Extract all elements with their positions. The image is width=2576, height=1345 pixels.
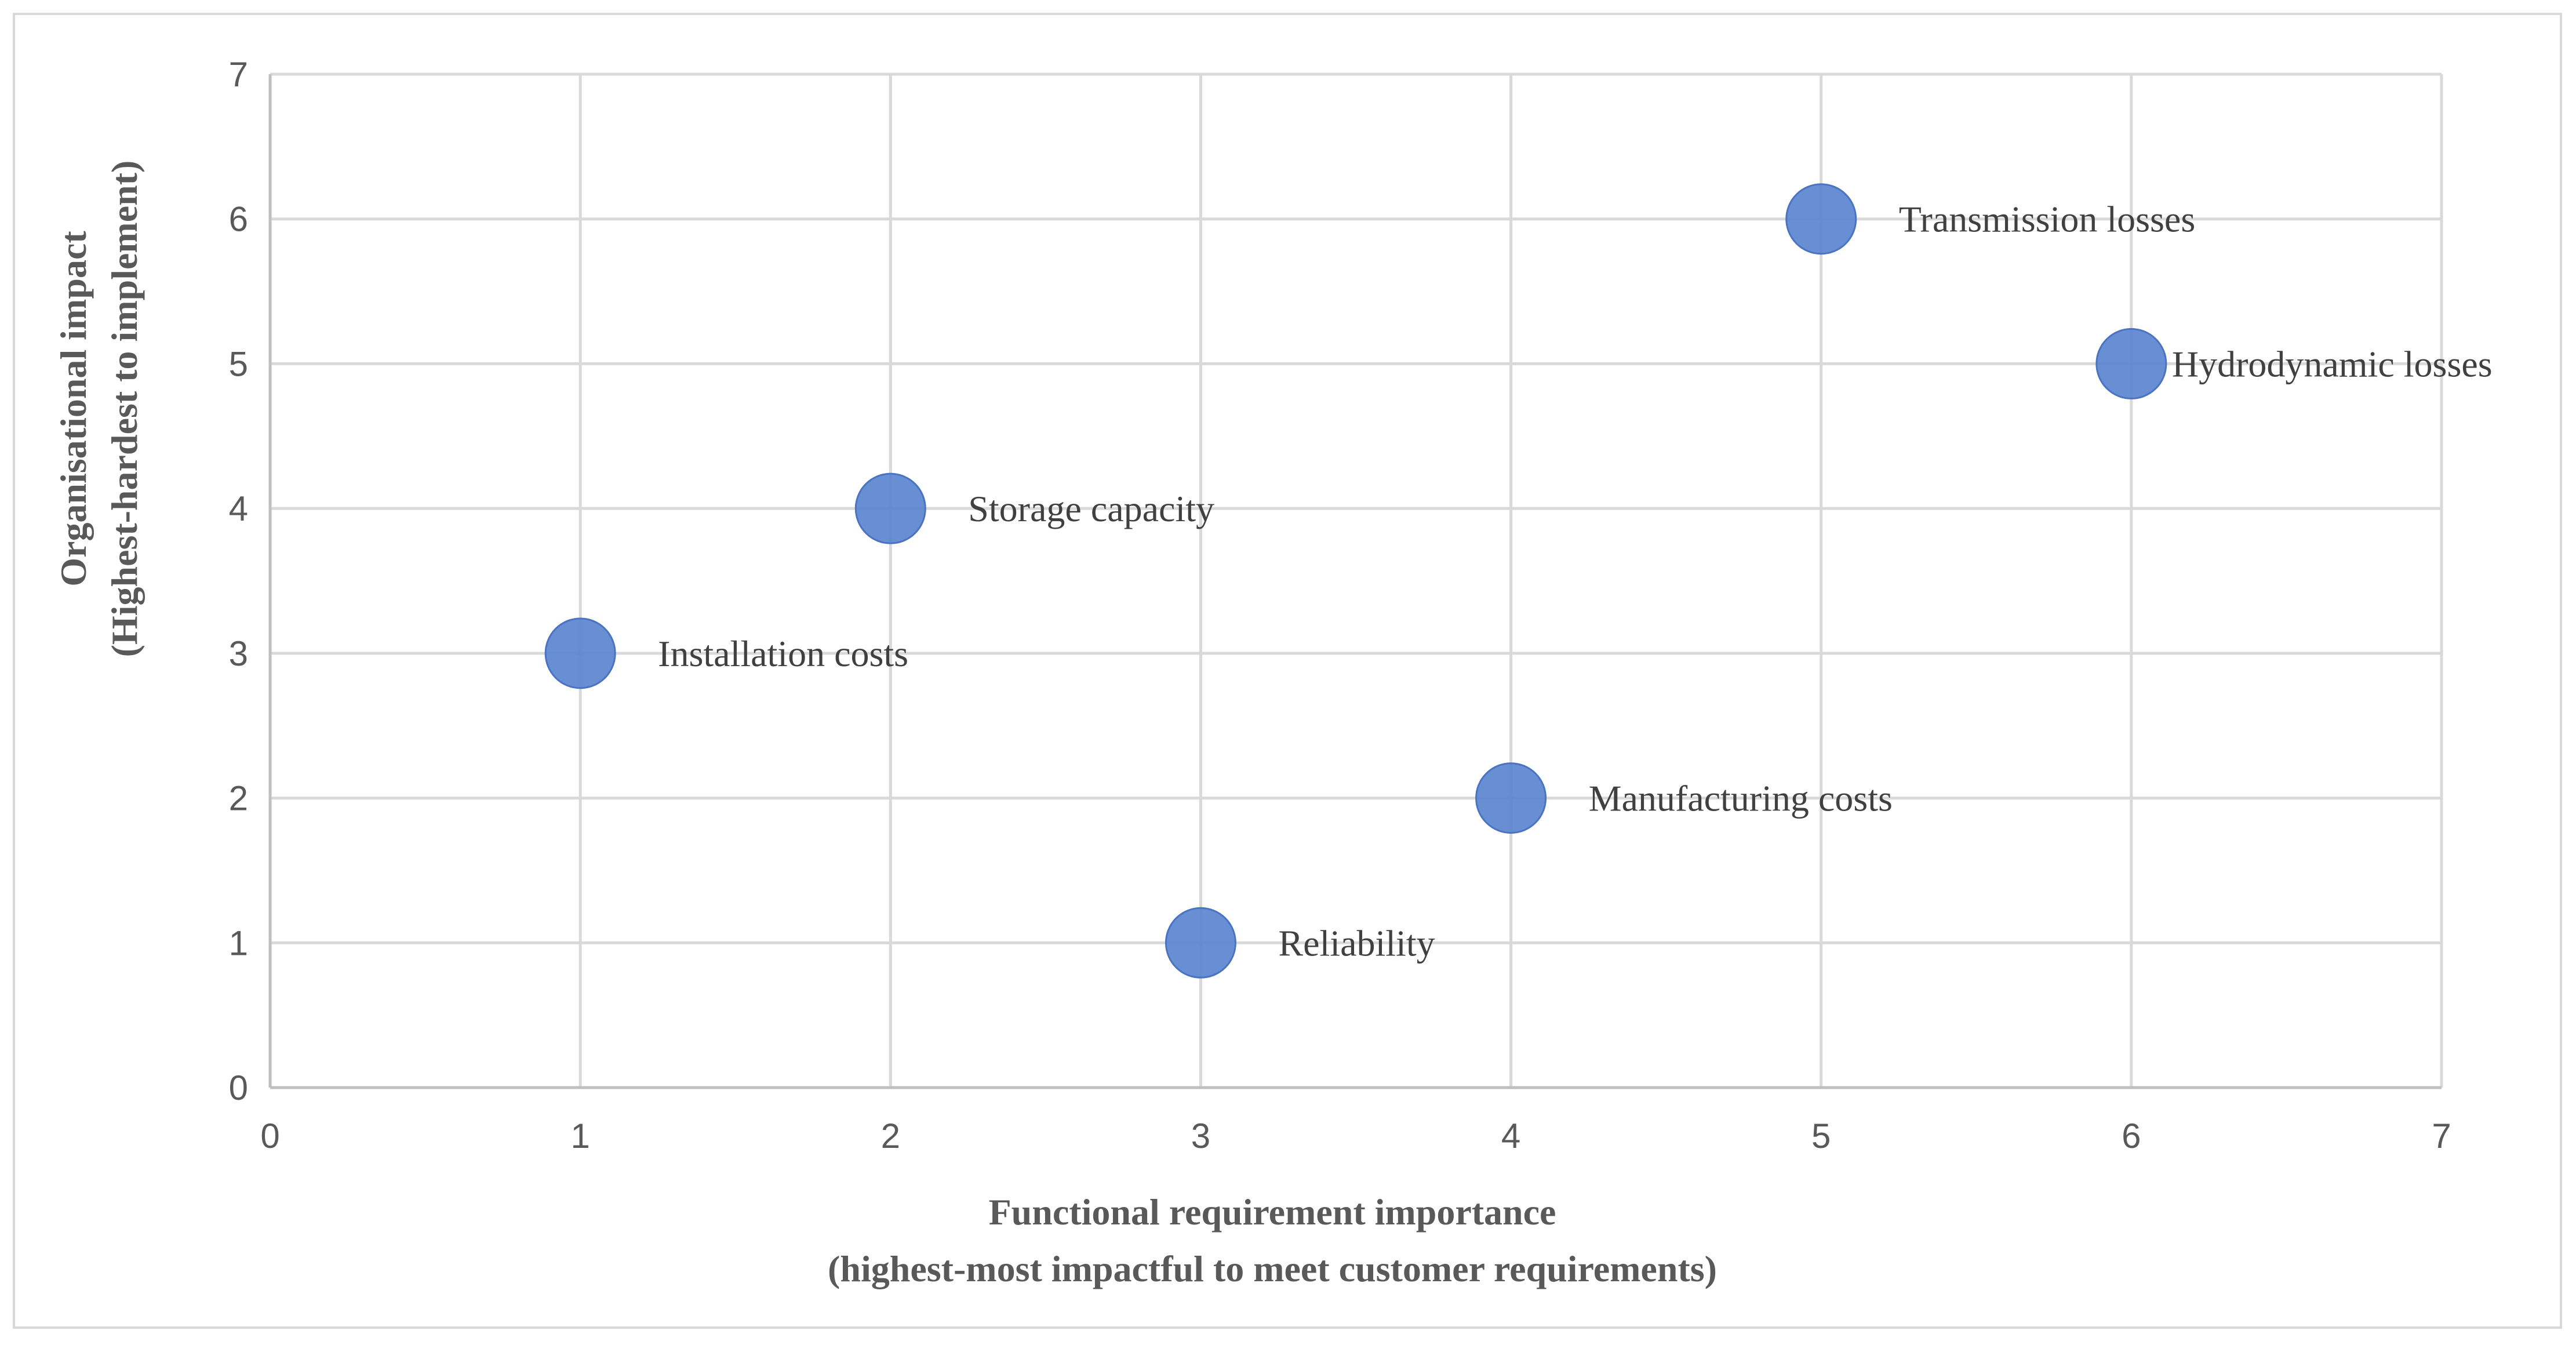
y-axis-title-line-1: Organisational impact <box>53 231 94 587</box>
x-axis-title-line-1: Functional requirement importance <box>989 1191 1556 1233</box>
y-tick-label: 0 <box>229 1068 248 1107</box>
data-point <box>854 472 926 544</box>
data-point-label: Storage capacity <box>968 488 1214 529</box>
x-tick-label: 1 <box>570 1117 590 1155</box>
x-tick-label: 0 <box>260 1117 279 1155</box>
axes <box>268 74 2442 1089</box>
x-tick-label: 7 <box>2432 1117 2451 1155</box>
data-point <box>2095 328 2167 399</box>
y-tick-label: 2 <box>229 779 248 818</box>
data-point <box>1475 762 1547 834</box>
x-tick-label: 6 <box>2122 1117 2141 1155</box>
y-tick-label: 7 <box>229 55 248 94</box>
x-tick-label: 4 <box>1501 1117 1520 1155</box>
data-point-label: Reliability <box>1278 922 1435 964</box>
y-tick-label: 3 <box>229 634 248 673</box>
data-point-label: Transmission losses <box>1899 199 2196 240</box>
y-tick-label: 4 <box>229 489 248 528</box>
data-point <box>1785 183 1857 255</box>
x-axis-title-line-2: (highest-most impactful to meet customer… <box>828 1248 1717 1289</box>
data-point-label: Manufacturing costs <box>1589 778 1893 819</box>
x-tick-label: 2 <box>881 1117 900 1155</box>
data-point <box>1165 907 1236 979</box>
data-point <box>544 617 616 689</box>
y-tick-label: 5 <box>229 344 248 383</box>
y-axis-title-line-2: (Highest-hardest to implement) <box>104 161 145 657</box>
data-labels: Installation costs Storage capacity Reliab… <box>658 199 2493 964</box>
data-points <box>544 183 2167 979</box>
x-tick-label: 5 <box>1811 1117 1831 1155</box>
y-tick-label: 1 <box>229 924 248 962</box>
y-tick-label: 6 <box>229 200 248 239</box>
grid <box>270 72 2443 1088</box>
tick-labels: 0 1 2 3 4 5 6 7 0 1 2 3 4 5 6 7 <box>229 55 2451 1155</box>
data-point-label: Installation costs <box>658 633 908 674</box>
x-tick-label: 3 <box>1191 1117 1210 1155</box>
data-point-label: Hydrodynamic losses <box>2172 343 2493 384</box>
chart-frame <box>13 13 2562 1329</box>
